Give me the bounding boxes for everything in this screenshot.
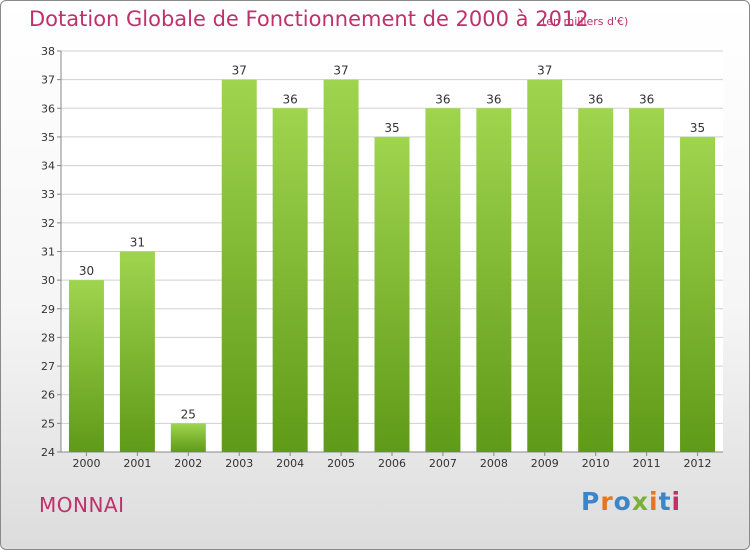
data-label-2000: 30 xyxy=(79,264,94,278)
y-tick-label: 37 xyxy=(41,74,55,87)
logo-letter: r xyxy=(600,487,614,516)
bar-2010 xyxy=(578,108,614,453)
data-label-2004: 36 xyxy=(283,92,298,106)
data-label-2011: 36 xyxy=(639,92,654,106)
x-tick-label-2003: 2003 xyxy=(225,457,253,470)
data-label-2012: 35 xyxy=(690,121,705,135)
data-label-2001: 31 xyxy=(130,236,145,250)
logo-letter: x xyxy=(631,487,649,516)
chart-unit: (en milliers d'€) xyxy=(542,15,629,28)
y-tick-label: 34 xyxy=(41,160,55,173)
bar-2005 xyxy=(323,79,359,453)
bar-2003 xyxy=(221,79,257,453)
y-tick-label: 28 xyxy=(41,331,55,344)
bar-2004 xyxy=(272,108,308,453)
logo-letter: i xyxy=(671,487,682,516)
y-tick-label: 30 xyxy=(41,274,55,287)
y-tick-label: 31 xyxy=(41,246,55,259)
y-tick-label: 36 xyxy=(41,102,55,115)
data-label-2003: 37 xyxy=(232,64,247,78)
bar-2001 xyxy=(119,251,155,452)
y-tick-label: 32 xyxy=(41,217,55,230)
x-tick-label-2004: 2004 xyxy=(276,457,304,470)
y-tick-label: 38 xyxy=(41,45,55,58)
y-tick-label: 24 xyxy=(41,446,55,459)
bar-2009 xyxy=(527,79,563,453)
logo-letter: t xyxy=(658,487,672,516)
data-label-2002: 25 xyxy=(181,407,196,421)
x-tick-label-2007: 2007 xyxy=(429,457,457,470)
y-tick-label: 25 xyxy=(41,417,55,430)
y-tick-label: 35 xyxy=(41,131,55,144)
data-label-2009: 37 xyxy=(537,64,552,78)
proxiti-logo: Proxiti xyxy=(581,487,681,516)
x-tick-label-2008: 2008 xyxy=(480,457,508,470)
x-tick-label-2006: 2006 xyxy=(378,457,406,470)
y-tick-label: 29 xyxy=(41,303,55,316)
bar-2012 xyxy=(680,136,716,452)
x-tick-label-2005: 2005 xyxy=(327,457,355,470)
x-tick-label-2001: 2001 xyxy=(123,457,151,470)
bar-2000 xyxy=(68,280,104,452)
x-tick-label-2000: 2000 xyxy=(72,457,100,470)
commune-name: MONNAI xyxy=(39,493,125,517)
data-label-2008: 36 xyxy=(486,92,501,106)
logo-letter: o xyxy=(613,487,632,516)
y-tick-label: 26 xyxy=(41,389,55,402)
data-label-2005: 37 xyxy=(333,64,348,78)
chart-title: Dotation Globale de Fonctionnement de 20… xyxy=(29,7,589,31)
bar-2006 xyxy=(374,136,410,452)
data-label-2010: 36 xyxy=(588,92,603,106)
bar-2008 xyxy=(476,108,512,453)
x-tick-label-2009: 2009 xyxy=(531,457,559,470)
data-label-2006: 35 xyxy=(384,121,399,135)
bar-2007 xyxy=(425,108,461,453)
y-tick-label: 27 xyxy=(41,360,55,373)
y-tick-label: 33 xyxy=(41,188,55,201)
data-label-2007: 36 xyxy=(435,92,450,106)
bar-2011 xyxy=(629,108,665,453)
logo-letter: P xyxy=(581,487,601,516)
x-tick-label-2012: 2012 xyxy=(684,457,712,470)
bar-2002 xyxy=(170,423,206,452)
x-tick-label-2010: 2010 xyxy=(582,457,610,470)
x-tick-label-2011: 2011 xyxy=(633,457,661,470)
logo-letter: i xyxy=(649,487,659,516)
x-tick-label-2002: 2002 xyxy=(174,457,202,470)
